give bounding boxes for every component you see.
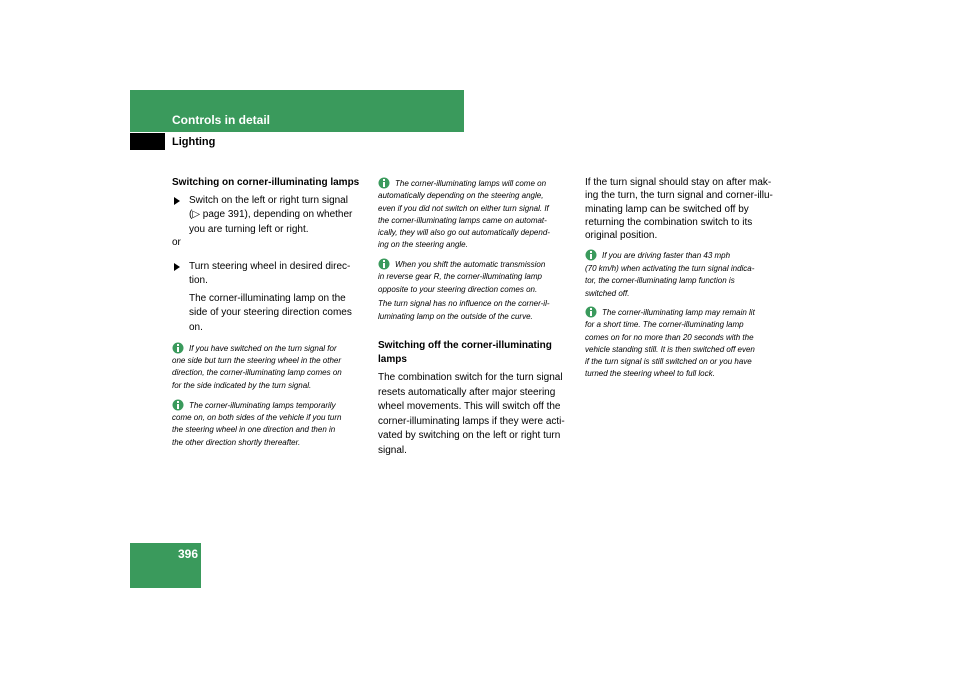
subsection-title: Lighting (172, 136, 216, 148)
heading: Switching on corner-illuminating lamps (172, 176, 359, 190)
text-line: luminating lamp on the outside of the cu… (378, 312, 533, 321)
text-line: The combination switch for the turn sign… (378, 372, 563, 383)
info-icon (585, 249, 597, 261)
text-line: If you are driving faster than 43 mph (602, 251, 731, 260)
text-line: The turn signal has no influence on the … (378, 299, 550, 308)
text-line: If you have switched on the turn signal … (189, 344, 337, 353)
text-line: vehicle standing still. It is then switc… (585, 344, 755, 354)
text-line: The corner-illuminating lamp may remain … (602, 308, 755, 317)
heading-line: Switching on corner-illuminating lamps (172, 177, 360, 188)
text-line: if the turn signal is still switched on … (585, 357, 752, 367)
page-number: 396 (177, 547, 198, 561)
text-line: switched off. (585, 288, 630, 298)
text-line: The corner-illuminating lamps temporaril… (189, 401, 336, 410)
bullet (174, 197, 180, 205)
text-line: come on, on both sides of the vehicle if… (172, 413, 342, 423)
note: If you are driving faster than 43 mph (70… (585, 249, 755, 300)
text-line: side of your steering direction comes (189, 307, 352, 319)
info-icon (172, 342, 184, 354)
text-line: returning the combination switch to its (585, 216, 753, 228)
text-line: comes on for no more than 20 seconds wit… (585, 332, 754, 342)
text-line: (▷ page 391), depending on whether (189, 209, 353, 221)
text-line: on. (189, 321, 203, 333)
text-line: even if you did not switch on either tur… (378, 203, 549, 213)
text-line: If the turn signal should stay on after … (585, 177, 772, 188)
step: Switch on the left or right turn signal (… (189, 194, 352, 237)
text-line: the steering wheel in one direction and … (172, 425, 336, 435)
text-line: original position. (585, 230, 658, 242)
text-line: for the side indicated by the turn signa… (172, 380, 312, 390)
text-line: Switch on the left or right turn signal (189, 195, 348, 206)
or-text: or (172, 237, 181, 248)
text-line: (70 km/h) when activating the turn signa… (585, 263, 755, 273)
info-icon (585, 306, 597, 318)
text-line: The corner-illuminating lamp on the (189, 293, 346, 304)
text-line: When you shift the automatic transmissio… (395, 260, 546, 269)
text-line: tion. (189, 275, 208, 287)
note: The corner-illuminating lamp may remain … (585, 306, 755, 381)
note-continuation: The turn signal has no influence on the … (378, 297, 550, 323)
text-line: lamps (378, 353, 407, 365)
text-line: ing the turn, the turn signal and corner… (585, 190, 773, 202)
section-title: Controls in detail (172, 113, 271, 127)
text-line: turned the steering wheel to full lock. (585, 369, 715, 379)
text-line: the other direction shortly thereafter. (172, 437, 301, 447)
text-line: tor, the corner-illuminating lamp functi… (585, 276, 735, 285)
text-line: Turn steering wheel in desired direc- (189, 261, 351, 272)
text-line: you are turning left or right. (189, 223, 309, 235)
note: If you have switched on the turn signal … (172, 342, 342, 392)
text-line: ing on the steering angle. (378, 240, 468, 250)
note: The corner-illuminating lamps will come … (378, 177, 550, 252)
text-line: one side but turn the steering wheel in … (172, 356, 341, 366)
note: The corner-illuminating lamps temporaril… (172, 399, 342, 449)
heading: Switching off the corner-illuminating lam… (378, 339, 552, 366)
text-line: direction, the corner-illuminating lamp … (172, 368, 342, 378)
info-icon (172, 399, 184, 411)
text-line: corner-illuminating lamps if they were a… (378, 415, 565, 427)
text-line: in reverse gear R, the corner-illuminati… (378, 272, 542, 282)
note: When you shift the automatic transmissio… (378, 258, 546, 296)
text-line: The corner-illuminating lamps will come … (395, 179, 547, 188)
header-tab (130, 133, 165, 150)
text-line: resets automatically after major steerin… (378, 386, 556, 398)
body-text: If the turn signal should stay on after … (585, 176, 773, 242)
text-line: the corner-illuminating lamps came on au… (378, 215, 547, 225)
text-line: ically, they will also go out automatica… (378, 228, 550, 238)
result: The corner-illuminating lamp on the side … (189, 292, 352, 335)
text-line: for a short time. The corner-illuminatin… (585, 320, 744, 330)
step: Turn steering wheel in desired direc-tio… (189, 260, 350, 289)
body-text: The combination switch for the turn sign… (378, 371, 565, 458)
bullet (174, 263, 180, 271)
text-line: wheel movements. This will switch off th… (378, 401, 561, 412)
page-number-box (130, 543, 201, 588)
text-line: opposite to your steering direction come… (378, 284, 538, 294)
info-icon (378, 258, 390, 270)
text-line: Switching off the corner-illuminating (378, 340, 552, 351)
text-line: vated by switching on the left or right … (378, 430, 561, 441)
info-icon (378, 177, 390, 189)
header-bar (130, 90, 464, 132)
text-line: automatically depending on the steering … (378, 191, 544, 201)
text-line: signal. (378, 444, 407, 456)
text-line: minating lamp can be switched off by (585, 203, 749, 215)
